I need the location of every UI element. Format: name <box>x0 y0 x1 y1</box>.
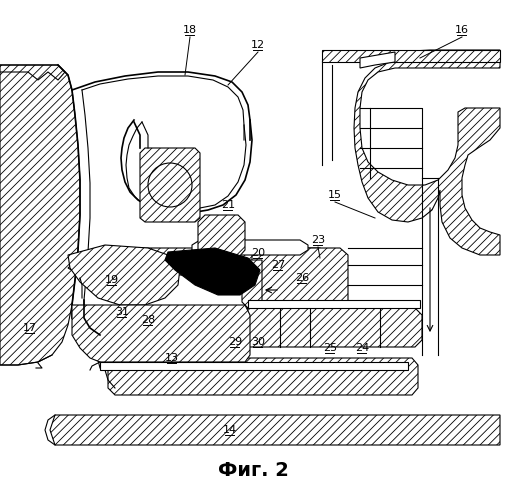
Text: 22: 22 <box>225 267 240 277</box>
Text: 31: 31 <box>115 307 129 317</box>
Text: 30: 30 <box>250 337 265 347</box>
Polygon shape <box>100 362 407 370</box>
Polygon shape <box>359 52 394 68</box>
Polygon shape <box>72 305 249 362</box>
Text: 29: 29 <box>227 337 242 347</box>
Text: 23: 23 <box>311 235 324 245</box>
Polygon shape <box>68 248 331 275</box>
Text: 12: 12 <box>250 40 265 50</box>
Text: 28: 28 <box>140 315 155 325</box>
Polygon shape <box>191 240 308 255</box>
Text: 19: 19 <box>105 275 119 285</box>
Text: 20: 20 <box>250 248 265 258</box>
Polygon shape <box>165 248 260 295</box>
Text: 24: 24 <box>354 343 368 353</box>
Polygon shape <box>0 65 80 365</box>
Polygon shape <box>50 415 499 445</box>
Text: 18: 18 <box>183 25 196 35</box>
Polygon shape <box>251 248 347 308</box>
Polygon shape <box>321 50 499 255</box>
Text: 13: 13 <box>165 353 179 363</box>
Polygon shape <box>68 245 180 305</box>
Text: 17: 17 <box>23 323 37 333</box>
Text: 15: 15 <box>327 190 341 200</box>
Polygon shape <box>108 358 417 395</box>
Polygon shape <box>241 260 262 308</box>
Text: 26: 26 <box>294 273 309 283</box>
Text: 21: 21 <box>221 200 235 210</box>
Text: 27: 27 <box>270 260 284 270</box>
Polygon shape <box>321 50 499 62</box>
Polygon shape <box>241 308 421 347</box>
Text: 16: 16 <box>454 25 468 35</box>
Polygon shape <box>197 215 244 258</box>
Text: Фиг. 2: Фиг. 2 <box>217 460 288 479</box>
Polygon shape <box>140 148 199 222</box>
Polygon shape <box>247 300 419 308</box>
Text: 25: 25 <box>322 343 336 353</box>
Text: 14: 14 <box>223 425 237 435</box>
